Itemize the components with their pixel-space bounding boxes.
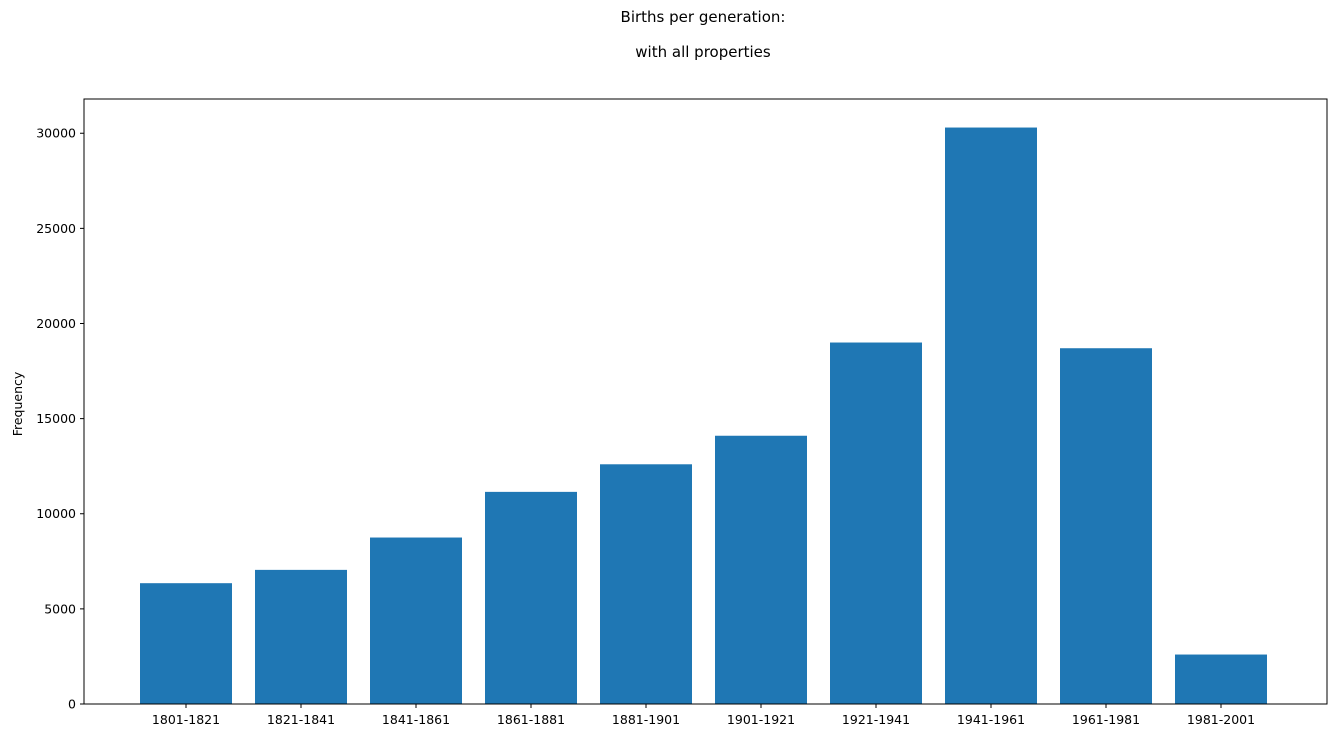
x-tick-label: 1861-1881 <box>497 712 565 727</box>
y-tick-label: 15000 <box>36 411 76 426</box>
bar-1901-1921 <box>715 435 807 704</box>
x-tick-label: 1801-1821 <box>152 712 220 727</box>
bar-1921-1941 <box>830 342 922 704</box>
x-tick-label: 1961-1981 <box>1072 712 1140 727</box>
y-tick-label: 30000 <box>36 126 76 141</box>
bar-1821-1841 <box>255 569 347 704</box>
y-tick-label: 0 <box>68 697 76 712</box>
y-tick-label: 10000 <box>36 506 76 521</box>
x-tick-label: 1921-1941 <box>842 712 910 727</box>
x-tick-label: 1901-1921 <box>727 712 795 727</box>
bar-1861-1881 <box>485 491 577 704</box>
bar-1841-1861 <box>370 537 462 704</box>
y-axis-label: Frequency <box>10 371 25 436</box>
y-ticks-group: 0 5000 10000 15000 20000 25000 30000 <box>36 126 84 712</box>
chart-title: Births per generation: <box>621 8 786 26</box>
bars-group <box>140 127 1267 705</box>
x-tick-label: 1981-2001 <box>1187 712 1255 727</box>
plot-frame <box>83 98 1328 705</box>
y-tick-label: 5000 <box>44 601 76 616</box>
bar-1961-1981 <box>1060 348 1152 704</box>
y-tick-label: 25000 <box>36 221 76 236</box>
y-tick-label: 20000 <box>36 316 76 331</box>
x-tick-label: 1941-1961 <box>957 712 1025 727</box>
bar-1981-2001 <box>1175 654 1267 704</box>
bar-1801-1821 <box>140 583 232 704</box>
x-ticks-group: 1801-1821 1821-1841 1841-1861 1861-1881 1881… <box>152 704 1255 727</box>
x-tick-label: 1881-1901 <box>612 712 680 727</box>
bar-1941-1961 <box>945 127 1037 705</box>
bar-1881-1901 <box>600 464 692 704</box>
x-tick-label: 1821-1841 <box>267 712 335 727</box>
x-tick-label: 1841-1861 <box>382 712 450 727</box>
chart-subtitle: with all properties <box>635 43 771 61</box>
